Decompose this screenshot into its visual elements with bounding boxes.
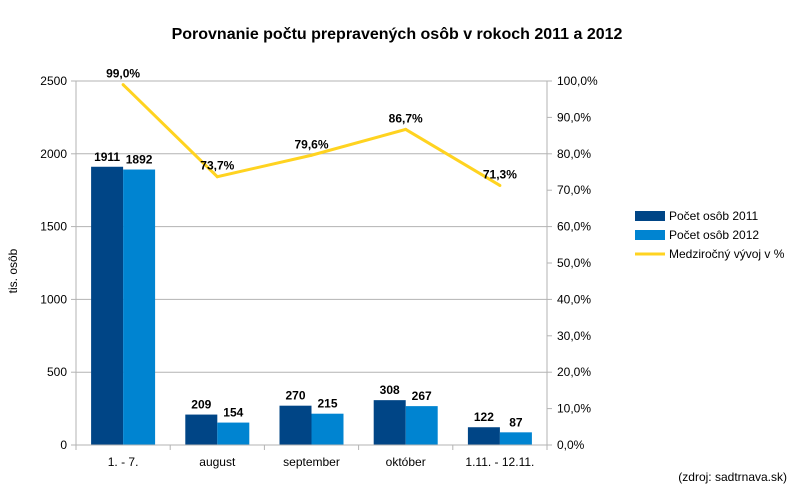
bar-data-label: 209 <box>191 398 211 412</box>
bar <box>217 422 250 445</box>
line-data-label: 86,7% <box>389 111 423 125</box>
y-tick-label: 2500 <box>40 74 67 88</box>
x-tick-label: august <box>199 455 236 469</box>
legend-label: Počet osôb 2011 <box>669 209 759 223</box>
axes: 0 500 1000 1500 2000 2500 0,0% 10,0% 20,0% 30,0% 4… <box>40 74 598 469</box>
legend: Počet osôb 2011 Počet osôb 2012 Medziročný… <box>635 209 785 261</box>
y2-tick-label: 10,0% <box>557 402 591 416</box>
y-tick-label: 1000 <box>40 292 67 306</box>
line-data-label: 79,6% <box>294 137 328 151</box>
bar-data-label: 270 <box>285 389 305 403</box>
line-data-label: 71,3% <box>483 167 517 181</box>
bar <box>499 432 532 445</box>
line-data-label: 73,7% <box>200 159 234 173</box>
bars <box>91 166 532 446</box>
bar <box>123 169 156 446</box>
source-note: (zdroj: sadtrnava.sk) <box>678 470 787 484</box>
line-point <box>121 83 125 87</box>
y2-tick-label: 20,0% <box>557 365 591 379</box>
y-tick-label: 2000 <box>40 147 67 161</box>
bar-data-label: 215 <box>317 397 337 411</box>
y2-tick-label: 30,0% <box>557 329 591 343</box>
line-point <box>310 153 313 157</box>
y2-tick-label: 60,0% <box>557 220 591 234</box>
bar <box>91 166 124 445</box>
y-tick-label: 0 <box>60 438 67 452</box>
legend-label: Počet osôb 2012 <box>669 228 759 242</box>
bar <box>279 405 312 445</box>
y-axis-title: tis. osôb <box>6 248 20 293</box>
bar <box>185 414 218 445</box>
bar <box>405 406 438 445</box>
legend-swatch <box>635 230 665 240</box>
legend-swatch <box>635 211 665 221</box>
chart-title: Porovnanie počtu prepravených osôb v rok… <box>172 26 623 43</box>
y2-tick-label: 90,0% <box>557 110 591 124</box>
y2-tick-label: 70,0% <box>557 183 591 197</box>
line-point <box>404 127 408 131</box>
bar <box>467 427 500 445</box>
y2-tick-label: 100,0% <box>557 74 598 88</box>
line-point <box>498 183 502 187</box>
bar-data-label: 1911 <box>94 150 120 164</box>
y-tick-label: 1500 <box>40 220 67 234</box>
x-tick-label: september <box>283 455 340 469</box>
bar-data-label: 87 <box>509 415 523 429</box>
y2-tick-label: 0,0% <box>557 438 585 452</box>
bar <box>311 413 344 445</box>
bar <box>373 400 406 445</box>
bar-data-label: 267 <box>412 389 432 403</box>
trend-line <box>121 83 502 187</box>
bar-data-label: 154 <box>223 406 243 420</box>
x-tick-label: 1. - 7. <box>108 455 139 469</box>
bar-data-label: 122 <box>474 410 494 424</box>
x-tick-label: október <box>386 455 426 469</box>
bar-data-label: 1892 <box>126 153 153 167</box>
bar-data-label: 308 <box>380 383 400 397</box>
y2-tick-label: 50,0% <box>557 256 591 270</box>
y2-tick-label: 40,0% <box>557 292 591 306</box>
x-tick-label: 1.11. - 12.11. <box>465 455 534 469</box>
y2-tick-label: 80,0% <box>557 147 591 161</box>
data-labels: 1911 209 270 308 122 1892 154 215 267 87 99,0% 73,7… <box>94 67 523 430</box>
legend-label: Medziročný vývoj v % <box>669 247 785 261</box>
y-tick-label: 500 <box>47 365 67 379</box>
line-point <box>215 175 219 179</box>
line-data-label: 99,0% <box>106 67 140 81</box>
trend-line-path <box>122 83 501 187</box>
